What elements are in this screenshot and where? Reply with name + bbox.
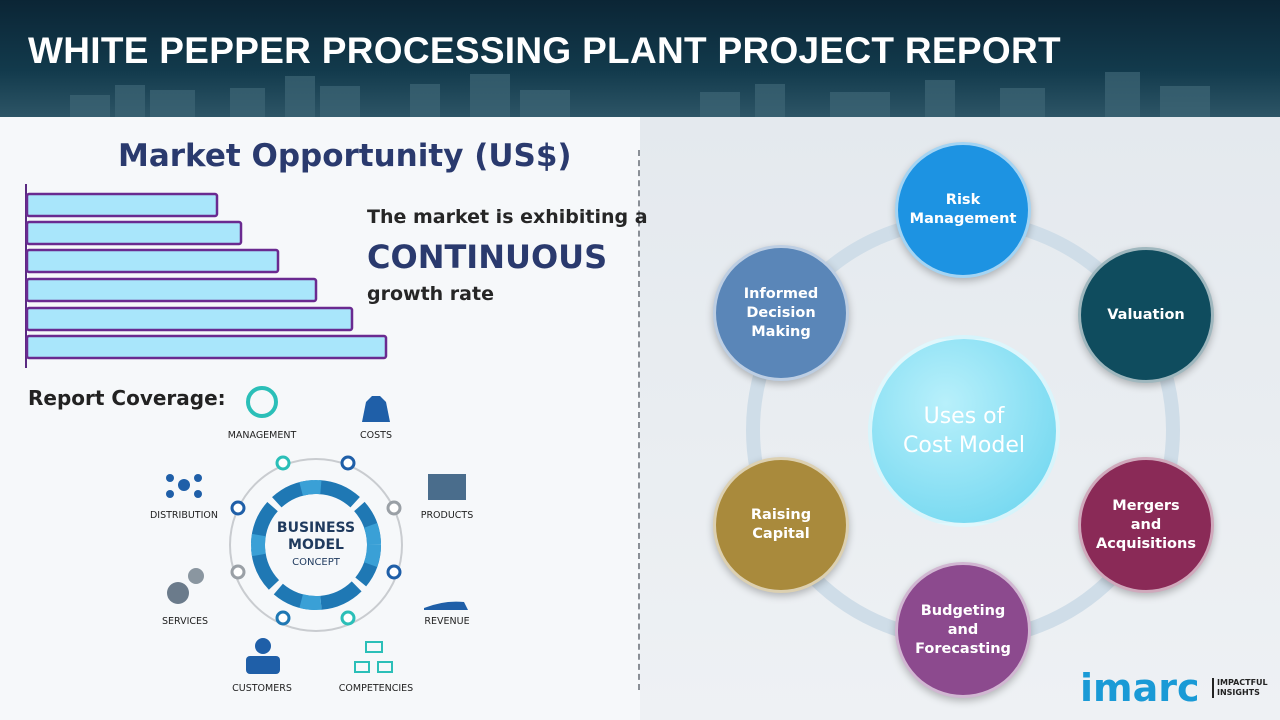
- dot: [386, 564, 402, 580]
- inner-ring-accent: [251, 480, 381, 610]
- market-highlight: CONTINUOUS: [367, 238, 608, 276]
- bar: [25, 277, 318, 303]
- coverage-item: DISTRIBUTION: [149, 510, 218, 521]
- bar: [25, 334, 388, 360]
- icons: [166, 386, 468, 674]
- bar: [25, 192, 219, 218]
- coverage-item: SERVICES: [161, 616, 209, 627]
- center-line: BUSINESS: [276, 520, 356, 536]
- dot: [275, 610, 291, 626]
- use-node: Valuation: [1078, 247, 1214, 383]
- skyline: [70, 72, 1210, 117]
- logo-tagline: IMPACTFUL INSIGHTS: [1212, 678, 1268, 698]
- logo: imarc: [1080, 666, 1200, 710]
- use-node: Budgeting and Forecasting: [895, 562, 1031, 698]
- bar: [25, 220, 243, 246]
- outer-ring: [229, 458, 403, 632]
- center-line: CONCEPT: [292, 557, 340, 568]
- divider: [638, 150, 640, 690]
- center-line: MODEL: [288, 537, 344, 553]
- coverage-title: Report Coverage:: [28, 386, 226, 410]
- dot: [230, 500, 246, 516]
- coverage-item: PRODUCTS: [420, 510, 474, 521]
- coverage-item: REVENUE: [424, 616, 470, 627]
- coverage-item: COMPETENCIES: [338, 683, 414, 694]
- market-text: growth rate: [367, 283, 494, 305]
- bar: [25, 306, 354, 332]
- dot: [386, 500, 402, 516]
- tagline-line: IMPACTFUL: [1217, 678, 1268, 687]
- dot: [340, 610, 356, 626]
- dot: [275, 455, 291, 471]
- dot: [340, 455, 356, 471]
- bar: [25, 248, 280, 274]
- business-model-diagram: [166, 386, 468, 674]
- page-title: WHITE PEPPER PROCESSING PLANT PROJECT RE…: [28, 30, 1061, 71]
- market-text: The market is exhibiting a: [367, 206, 648, 228]
- use-node: Raising Capital: [713, 457, 849, 593]
- tagline-line: INSIGHTS: [1217, 688, 1260, 697]
- coverage-item: MANAGEMENT: [227, 430, 297, 441]
- header: WHITE PEPPER PROCESSING PLANT PROJECT RE…: [0, 0, 1280, 117]
- coverage-item: CUSTOMERS: [232, 683, 292, 694]
- coverage-item: COSTS: [360, 430, 392, 441]
- cost-model-center: Uses of Cost Model: [868, 335, 1060, 527]
- bar-illustration: [25, 184, 388, 368]
- center-label: BUSINESS MODEL CONCEPT: [268, 520, 364, 571]
- use-node: Risk Management: [895, 142, 1031, 278]
- use-node: Informed Decision Making: [713, 245, 849, 381]
- use-node: Mergers and Acquisitions: [1078, 457, 1214, 593]
- dot: [230, 564, 246, 580]
- left-panel: [0, 117, 640, 720]
- market-title: Market Opportunity (US$): [118, 138, 572, 174]
